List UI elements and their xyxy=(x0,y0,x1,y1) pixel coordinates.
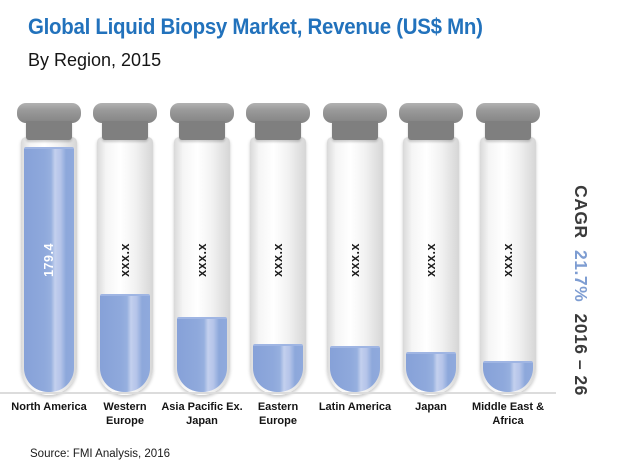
tube-glass: xxx.x xyxy=(403,137,459,395)
tube-asia-pacific-ex-japan: xxx.x Asia Pacific Ex. Japan xyxy=(161,103,243,448)
cagr-period: 2016 – 26 xyxy=(570,313,591,396)
tube-liquid xyxy=(330,345,380,392)
chart-title: Global Liquid Biopsy Market, Revenue (US… xyxy=(28,14,483,39)
tube-cap xyxy=(86,103,164,140)
cagr-label: CAGR xyxy=(570,184,591,239)
source-note: Source: FMI Analysis, 2016 xyxy=(30,448,170,460)
region-label: Latin America xyxy=(318,401,392,413)
tube-cap xyxy=(239,103,317,140)
cagr-annotation: CAGR 21.7% 2016 – 26 xyxy=(551,140,609,440)
tube-glass: xxx.x xyxy=(327,137,383,395)
tube-middle-east-africa: xxx.x Middle East & Africa xyxy=(469,103,547,448)
tube-cap xyxy=(392,103,470,140)
tube-value-label: xxx.x xyxy=(348,243,362,277)
tube-glass: 179.4 xyxy=(21,137,77,395)
cagr-value: 21.7% xyxy=(570,249,591,302)
region-label: Western Europe xyxy=(103,401,147,427)
tube-eastern-europe: xxx.x Eastern Europe xyxy=(239,103,317,448)
tube-liquid xyxy=(406,352,456,392)
tube-glass: xxx.x xyxy=(97,137,153,395)
tube-liquid xyxy=(177,317,227,392)
region-label: North America xyxy=(11,401,87,413)
region-label: Asia Pacific Ex. Japan xyxy=(161,401,243,427)
tube-value-label: xxx.x xyxy=(424,243,438,277)
chart-subtitle: By Region, 2015 xyxy=(28,50,162,70)
tube-value-label: xxx.x xyxy=(195,243,209,277)
tube-latin-america: xxx.x Latin America xyxy=(316,103,394,448)
region-label: Eastern Europe xyxy=(257,401,299,427)
tube-value-label: xxx.x xyxy=(501,243,515,277)
tube-glass: xxx.x xyxy=(480,137,536,395)
tube-liquid xyxy=(253,344,303,392)
tube-north-america: 179.4 North America xyxy=(10,103,88,448)
tube-value-label: xxx.x xyxy=(271,243,285,277)
tube-value-label: 179.4 xyxy=(42,243,56,277)
tube-japan: xxx.x Japan xyxy=(392,103,470,448)
tube-cap xyxy=(163,103,241,140)
tube-western-europe: xxx.x Western Europe xyxy=(86,103,164,448)
tube-glass: xxx.x xyxy=(174,137,230,395)
tube-value-label: xxx.x xyxy=(118,243,132,277)
tube-liquid xyxy=(24,146,74,392)
tube-cap xyxy=(469,103,547,140)
region-label: Japan xyxy=(415,401,447,413)
tube-cap xyxy=(316,103,394,140)
tube-cap xyxy=(10,103,88,140)
tube-liquid xyxy=(100,293,150,392)
region-label: Middle East & Africa xyxy=(471,401,545,427)
axis-baseline xyxy=(0,392,556,394)
tube-glass: xxx.x xyxy=(250,137,306,395)
